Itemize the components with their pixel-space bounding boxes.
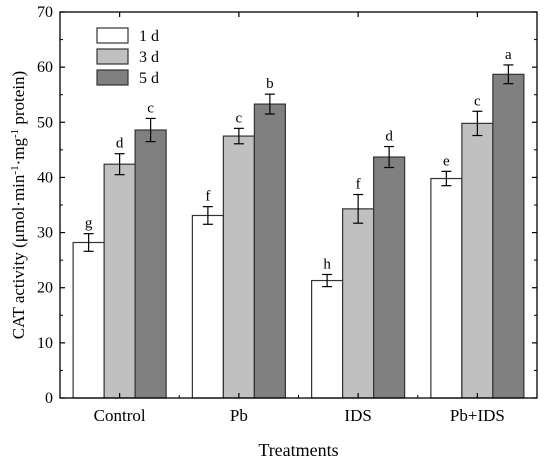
y-tick-label-30: 30 [37,225,53,242]
significance-label-1-0: f [205,189,210,205]
x-tick-label-3: Pb+IDS [450,406,505,425]
y-tick-label-50: 50 [37,114,53,131]
bar-2-1 [342,208,375,399]
x-axis-title: Treatments [258,440,338,460]
y-tick-label-0: 0 [45,390,53,407]
bar-0-0 [72,241,105,399]
significance-label-3-2: a [505,47,512,63]
y-axis-title: CAT activity (μmol·min-1·mg-1 protein) [9,71,28,339]
bar-3-2 [492,73,525,399]
legend-label-1: 3 d [139,49,159,66]
legend-label-0: 1 d [139,28,159,45]
y-tick-label-70: 70 [37,4,53,21]
bar-2-2 [373,156,406,399]
legend-swatch-1 [96,48,129,65]
y-axis-title-middle: ·mg [9,138,28,166]
x-tick-label-0: Control [94,406,146,425]
y-axis-title-prefix: CAT activity (μmol·min [9,174,28,339]
significance-label-3-0: e [443,153,450,169]
y-tick-label-60: 60 [37,59,53,76]
significance-label-2-0: h [323,256,331,272]
bar-1-1 [222,135,255,399]
significance-label-0-0: g [85,216,93,232]
significance-label-1-2: b [266,76,274,92]
significance-label-3-1: c [474,93,481,109]
bar-3-0 [430,177,463,399]
bar-3-1 [461,122,494,399]
bar-0-2 [134,129,167,399]
bar-0-1 [103,163,136,399]
bar-2-0 [311,279,344,399]
significance-label-2-2: d [385,129,393,145]
legend: 1 d 3 d 5 d [96,27,159,87]
significance-label-2-1: f [356,177,361,193]
y-axis-title-sup2: -1 [9,129,21,138]
significance-label-1-1: c [236,110,243,126]
legend-label-2: 5 d [139,70,159,87]
bar-1-0 [191,214,224,399]
legend-swatch-2 [96,69,129,86]
y-tick-label-10: 10 [37,335,53,352]
significance-label-0-2: c [147,100,154,116]
y-axis-title-sup1: -1 [9,165,21,174]
axes: 0 10 20 30 40 50 60 70 Control Pb IDS Pb+IDS [37,4,538,425]
bar-1-2 [253,103,286,399]
y-tick-label-20: 20 [37,280,53,297]
bar-groups: g d c f c b h f d e c a [72,47,525,399]
legend-swatch-0 [96,27,129,44]
y-tick-label-40: 40 [37,169,53,186]
x-tick-label-2: IDS [344,406,371,425]
significance-label-0-1: d [116,136,124,152]
y-axis-title-suffix: protein) [9,71,28,129]
x-tick-label-1: Pb [230,406,248,425]
